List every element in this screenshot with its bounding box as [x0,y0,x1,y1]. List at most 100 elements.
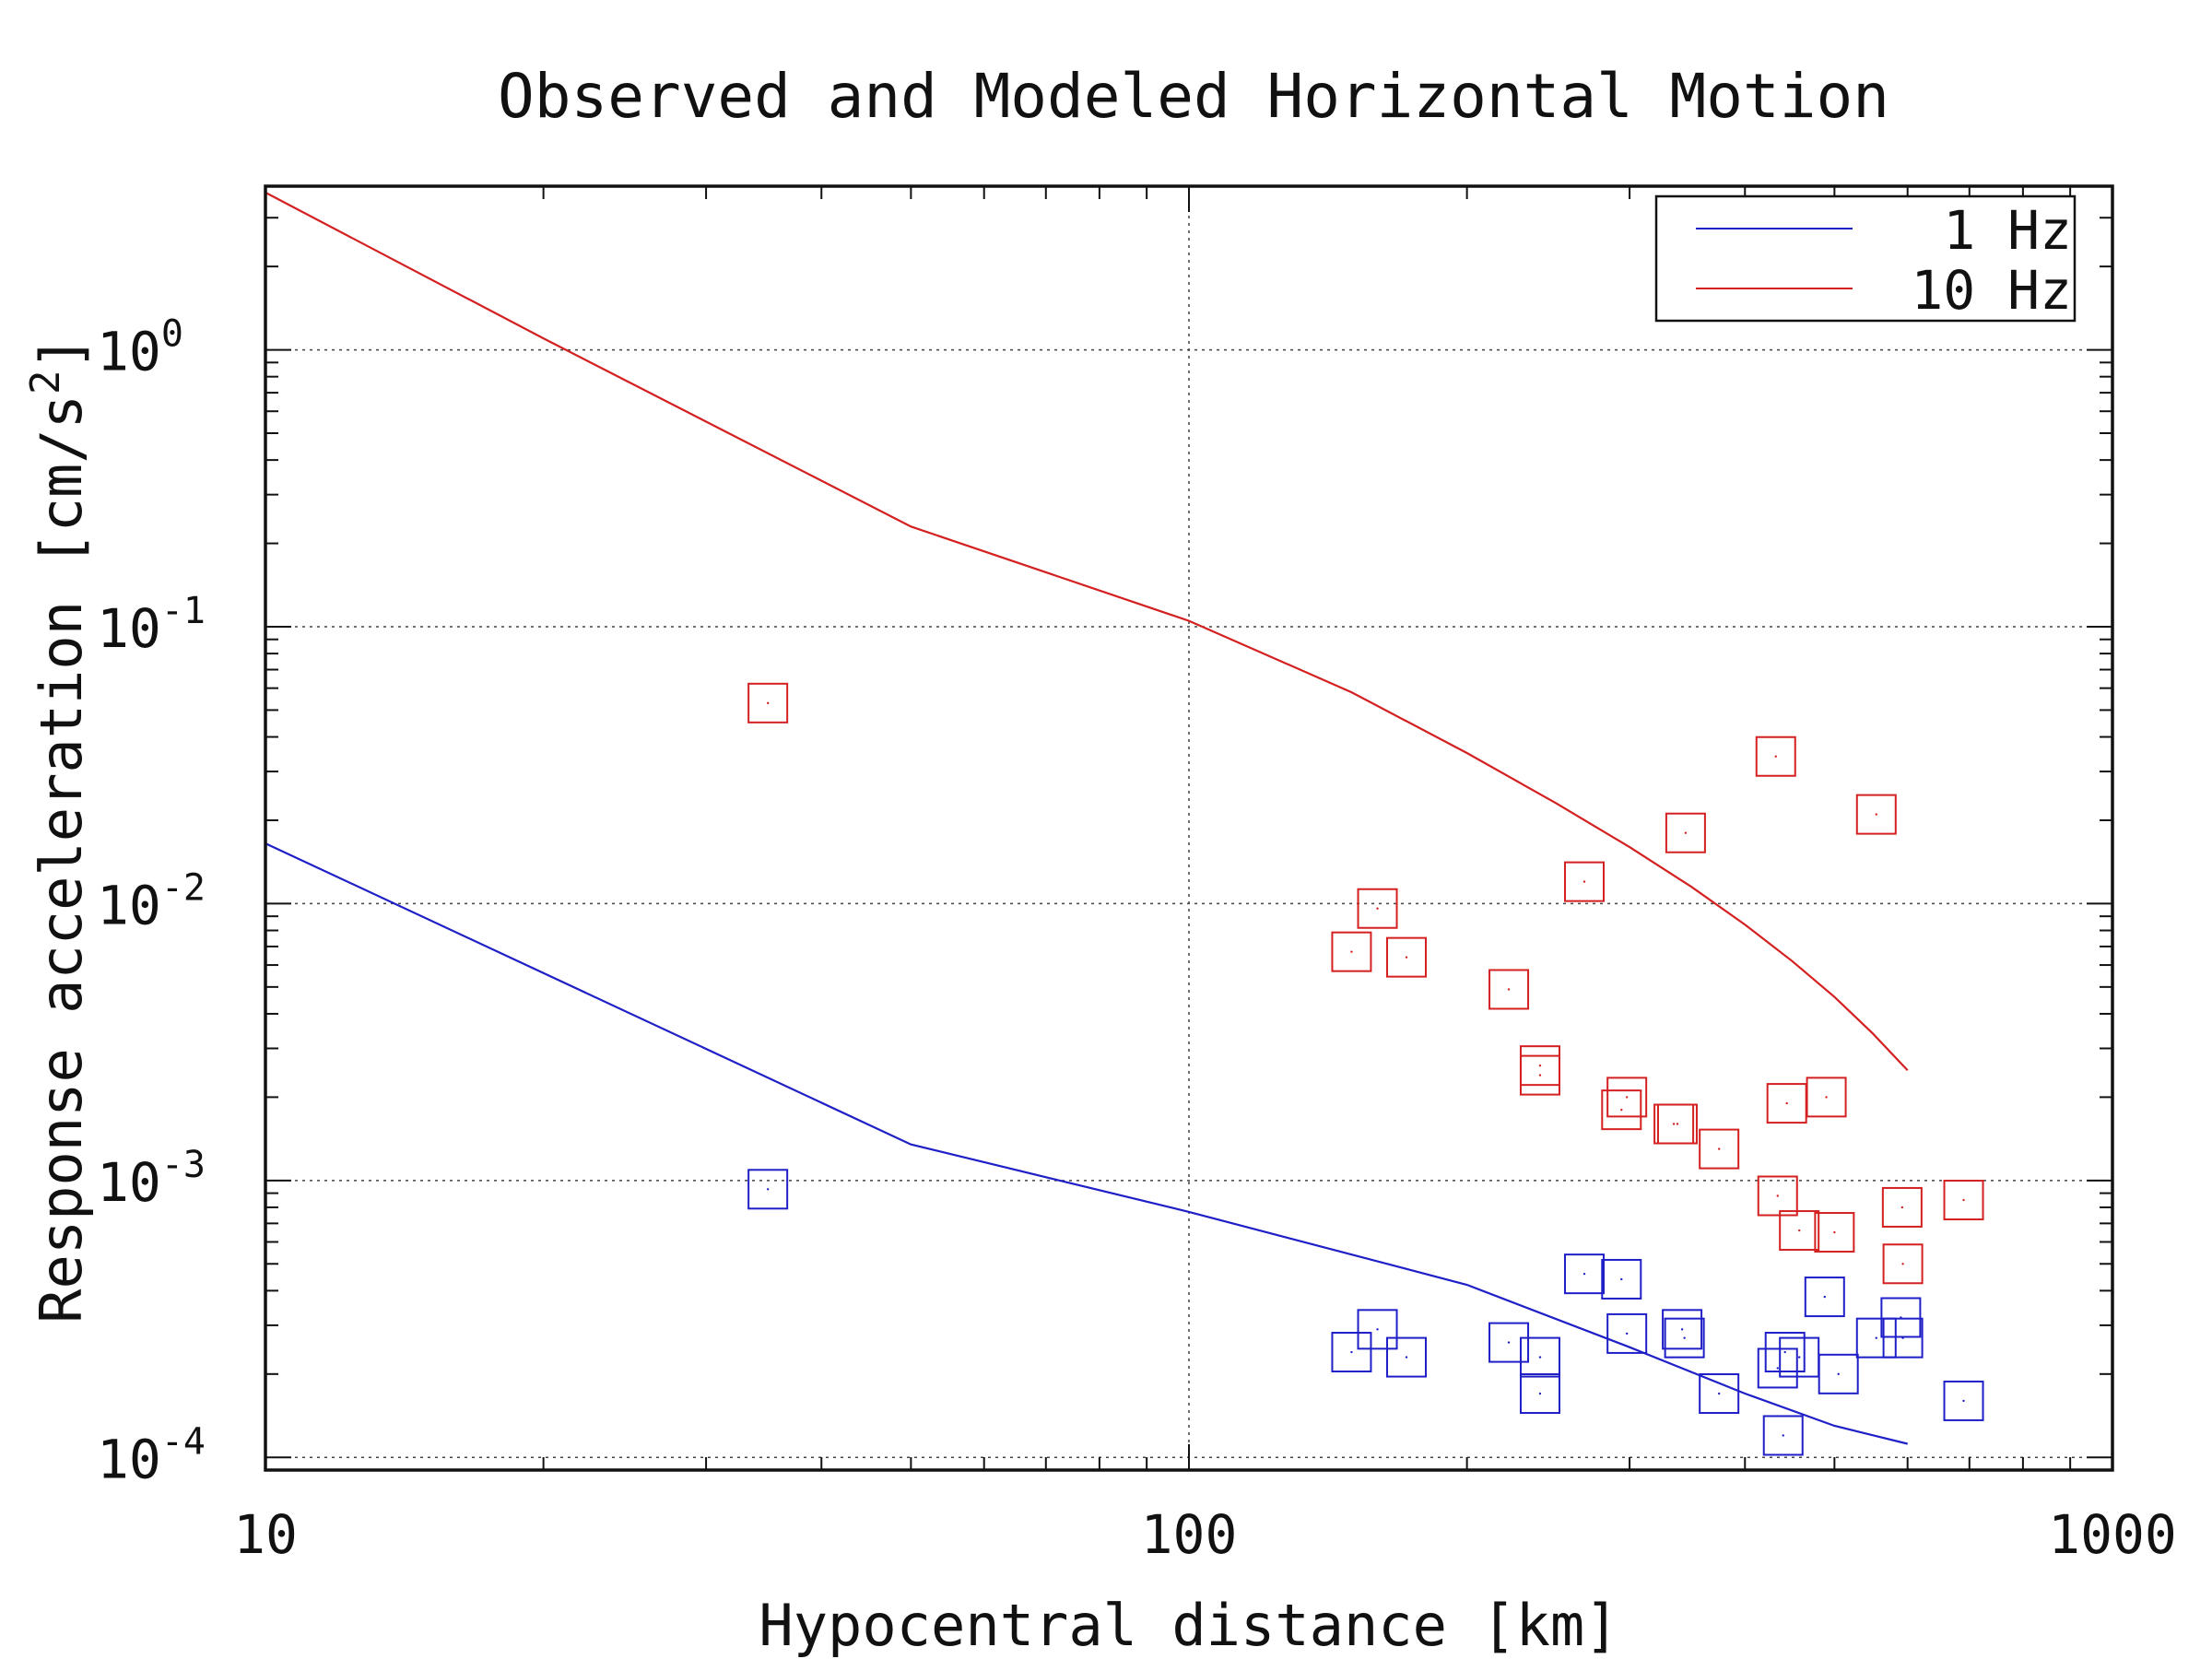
chart-title: Observed and Modeled Horizontal Motion [498,61,1889,132]
observed-point-10hz [1757,1175,1798,1217]
observed-point-10hz [1331,931,1372,972]
observed-point-1hz [1943,1380,1984,1421]
observed-point-10hz [1814,1212,1855,1253]
y-tick-label: 10-2 [97,866,206,936]
observed-point-1hz [1488,1322,1530,1363]
observed-point-1hz [1606,1312,1648,1354]
observed-point-10hz [1385,936,1427,978]
observed-point-center [1405,956,1408,959]
observed-point-10hz [1881,1186,1923,1228]
x-tick-label: 1000 [2048,1503,2177,1566]
observed-point-center [1962,1198,1965,1202]
observed-point-1hz [1762,1415,1804,1456]
y-axis-label: Response acceleration [cm/s2] [22,335,95,1324]
observed-point-10hz [1563,861,1605,902]
observed-point-1hz [1662,1309,1703,1350]
observed-point-center [1774,755,1777,758]
observed-point-center [1620,1108,1623,1112]
x-tick-label: 10 [233,1503,298,1566]
y-tick-base: 10 [97,1151,161,1214]
observed-point-10hz [747,682,789,724]
observed-point-center [1376,1328,1379,1331]
observed-point-center [766,701,770,705]
observed-point-center [1538,1074,1542,1077]
y-tick-base: 10 [97,321,161,383]
observed-point-center [1776,1367,1779,1370]
observed-points [747,682,1984,1456]
observed-point-10hz [1699,1128,1740,1170]
y-tick-label: 100 [97,313,183,383]
observed-point-center [1625,1096,1629,1099]
observed-point-center [1833,1230,1836,1234]
observed-point-center [1825,1096,1828,1099]
y-tick-exponent: -3 [161,1144,206,1186]
observed-point-center [1823,1295,1826,1299]
y-tick-exponent: -2 [161,866,206,909]
observed-point-1hz [1764,1332,1806,1373]
observed-point-1hz [1699,1373,1740,1415]
observed-point-center [1583,880,1586,883]
observed-point-center [1837,1372,1840,1376]
y-tick-base: 10 [97,1428,161,1490]
x-axis-label: Hypocentral distance [km] [759,1592,1618,1659]
observed-point-center [1785,1101,1788,1105]
x-tick-label: 100 [1141,1503,1238,1566]
y-tick-label: 10-1 [97,590,206,660]
observed-point-10hz [1779,1210,1820,1252]
legend: 1 Hz 10 Hz [1654,194,2077,323]
observed-point-10hz [1357,888,1398,929]
y-axis-label-end: ] [28,335,95,370]
observed-point-center [1625,1332,1629,1335]
observed-point-10hz [1806,1077,1847,1118]
observed-point-10hz [1882,1243,1924,1285]
model-line-1hz [265,842,1908,1445]
observed-point-1hz [1664,1317,1705,1359]
observed-point-1hz [1519,1373,1560,1415]
observed-point-center [1797,1229,1801,1232]
observed-point-1hz [1331,1332,1372,1373]
observed-point-center [1901,1263,1904,1265]
observed-point-1hz [1563,1253,1605,1295]
observed-point-center [1875,1336,1877,1339]
legend-label-1hz: 1 Hz [1943,199,2072,262]
legend-box [1654,194,2077,323]
observed-point-center [1782,1434,1784,1437]
observed-point-center [1676,1123,1679,1125]
observed-point-center [1901,1336,1904,1339]
observed-point-center [1683,1336,1686,1339]
observed-point-center [1783,1350,1786,1354]
observed-point-center [1620,1277,1623,1281]
observed-point-center [1875,813,1877,816]
y-tick-label: 10-4 [97,1420,206,1490]
y-axis-label-main: Response acceleration [cm/s [28,394,95,1324]
observed-point-10hz [1519,1054,1560,1096]
observed-point-10hz [1606,1077,1648,1118]
observed-point-center [1538,1064,1542,1067]
y-tick-exponent: -1 [161,590,206,632]
legend-label-10hz: 10 Hz [1911,259,2072,322]
model-lines [265,191,1909,1445]
observed-point-center [1962,1399,1965,1403]
observed-point-center [1538,1392,1542,1395]
observed-point-center [1776,1194,1779,1197]
observed-point-10hz [1601,1089,1642,1131]
observed-point-center [1717,1147,1721,1150]
y-tick-base: 10 [97,874,161,936]
observed-point-center [1672,1123,1676,1125]
observed-point-center [1538,1356,1542,1359]
observed-point-center [1680,1328,1684,1331]
observed-point-1hz [1357,1309,1398,1350]
observed-point-center [1507,1341,1511,1344]
observed-point-1hz [1855,1317,1897,1359]
observed-point-1hz [1804,1277,1845,1318]
observed-point-center [1376,907,1379,910]
observed-point-10hz [1855,794,1897,835]
observed-point-center [1350,950,1353,953]
observed-point-center [1507,988,1511,991]
observed-point-center [1350,1350,1353,1354]
observed-point-center [1684,831,1688,834]
observed-point-center [766,1188,770,1191]
observed-point-1hz [1818,1353,1859,1394]
